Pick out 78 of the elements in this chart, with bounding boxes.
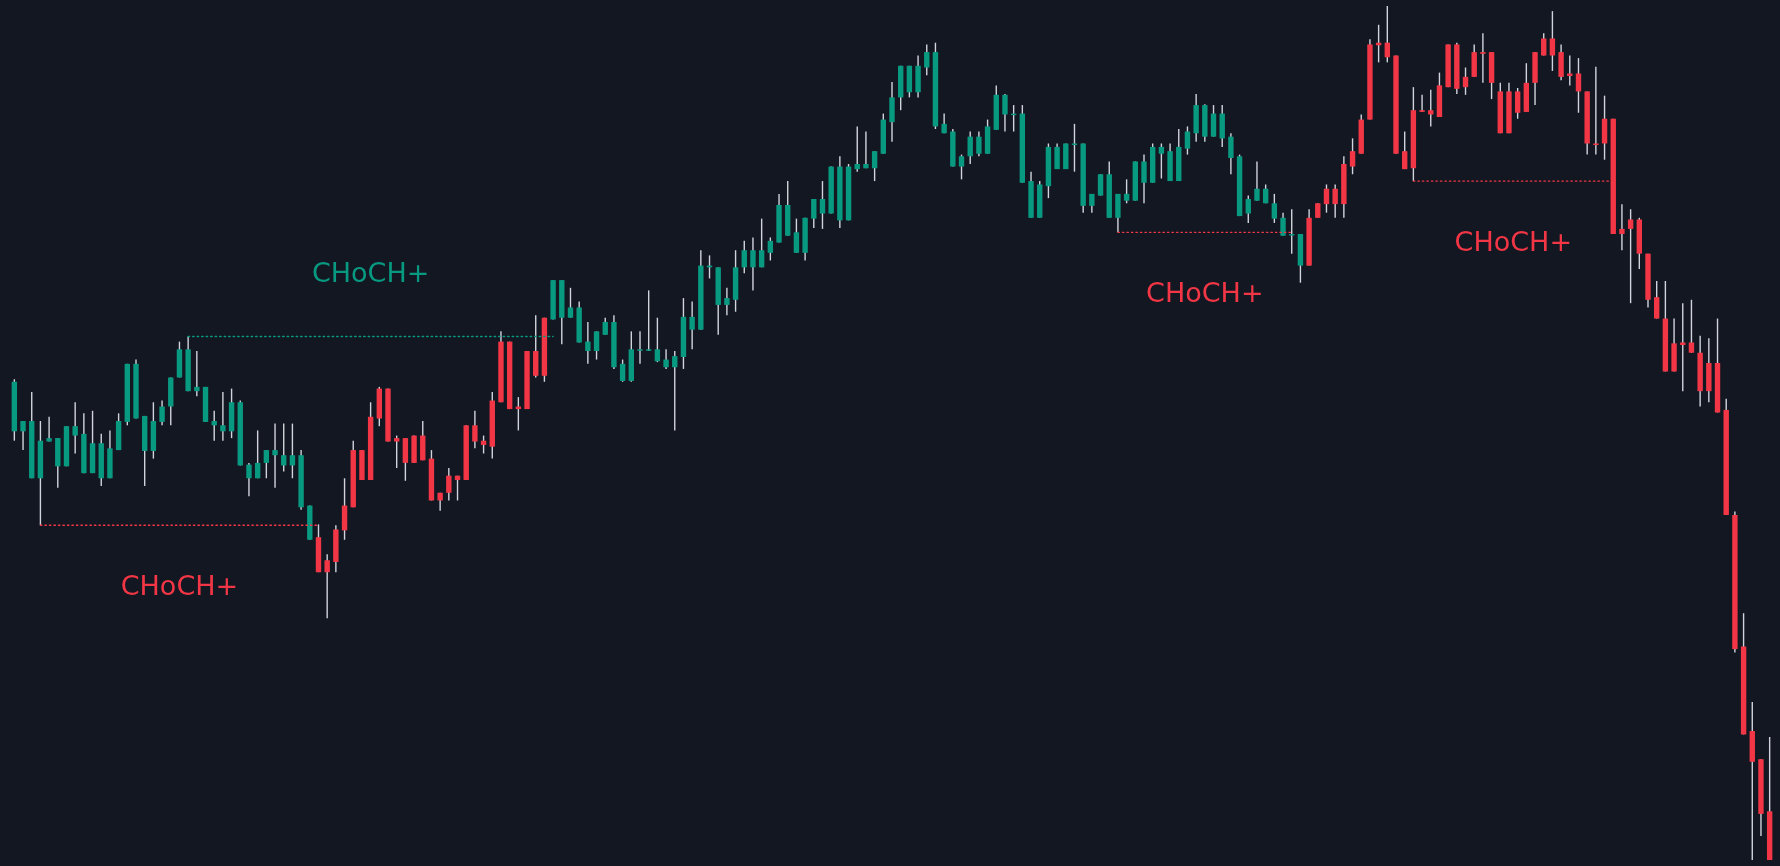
ref-line-label: CHoCH+ <box>1454 225 1573 257</box>
candlestick <box>46 416 52 443</box>
candlestick <box>1688 299 1695 354</box>
candlestick <box>1271 193 1278 224</box>
candlestick <box>593 330 600 361</box>
candlestick <box>220 391 226 442</box>
candlestick <box>1254 160 1260 202</box>
candlestick <box>1141 153 1147 204</box>
candlestick <box>1332 183 1338 219</box>
candlestick <box>1228 132 1234 175</box>
candlestick <box>819 180 826 230</box>
candlestick <box>1402 130 1408 170</box>
candlestick <box>72 401 78 455</box>
candlestick <box>281 422 287 473</box>
candlestick <box>758 217 765 269</box>
candlestick <box>1541 32 1547 57</box>
candlestick <box>863 130 869 169</box>
candlestick <box>967 130 973 165</box>
candlestick <box>394 434 400 469</box>
candlestick <box>1097 173 1104 197</box>
candlestick <box>1289 208 1295 255</box>
ref-line-label: CHoCH+ <box>1146 276 1264 308</box>
candlestick <box>289 422 296 479</box>
candlestick <box>1123 178 1130 204</box>
candlestick <box>1680 302 1686 392</box>
candlestick <box>958 153 965 181</box>
candlestick <box>1002 93 1008 133</box>
candlestick <box>1115 193 1121 234</box>
candlestick <box>672 350 678 432</box>
candlestick <box>1245 194 1251 224</box>
candlestick <box>741 240 747 274</box>
candlestick <box>1280 211 1286 237</box>
candlestick <box>1654 280 1660 320</box>
candlestick <box>1480 32 1486 84</box>
ref-line-label: CHoCH+ <box>120 569 239 601</box>
candlestick <box>446 467 452 502</box>
candlestick <box>254 429 261 479</box>
candlestick <box>1549 10 1556 72</box>
candlestick <box>871 150 878 182</box>
candlestick <box>619 358 626 383</box>
candlestick <box>1575 57 1582 114</box>
candlestick <box>654 317 661 363</box>
candlestick <box>585 321 591 365</box>
candlestick <box>1184 125 1191 156</box>
candlestick <box>811 198 817 229</box>
candlestick <box>767 236 774 262</box>
candlestick <box>272 422 278 489</box>
candlestick <box>1462 66 1469 96</box>
candlestick <box>1514 87 1521 120</box>
candlestick <box>1567 54 1573 87</box>
candlestick <box>976 130 982 157</box>
candlestick <box>246 462 252 497</box>
candlestick <box>1593 65 1599 156</box>
candlestick <box>1210 104 1217 138</box>
candlestick <box>324 553 330 620</box>
candlestick <box>663 348 669 370</box>
candlestick <box>1054 142 1060 170</box>
candlestick <box>646 289 652 352</box>
candlestick <box>20 420 26 451</box>
candlestick <box>750 236 756 292</box>
candlestick <box>689 300 695 351</box>
candlestick <box>1158 142 1165 180</box>
candlestick <box>793 217 800 254</box>
candlestick <box>637 330 643 365</box>
candlestick <box>263 449 270 479</box>
candlestick <box>1071 123 1078 173</box>
candlestick <box>1619 203 1625 251</box>
candlestick <box>1323 183 1330 214</box>
candlestick <box>472 410 478 450</box>
ref-line-label: CHoCH+ <box>311 257 430 288</box>
candlestick <box>924 43 930 76</box>
candlestick <box>1349 137 1356 175</box>
candlestick <box>724 287 730 316</box>
candlestick <box>1419 94 1425 113</box>
candlestick <box>159 399 165 427</box>
candlestick <box>1384 5 1391 64</box>
candlestick <box>194 350 200 397</box>
candlestick <box>567 287 574 319</box>
